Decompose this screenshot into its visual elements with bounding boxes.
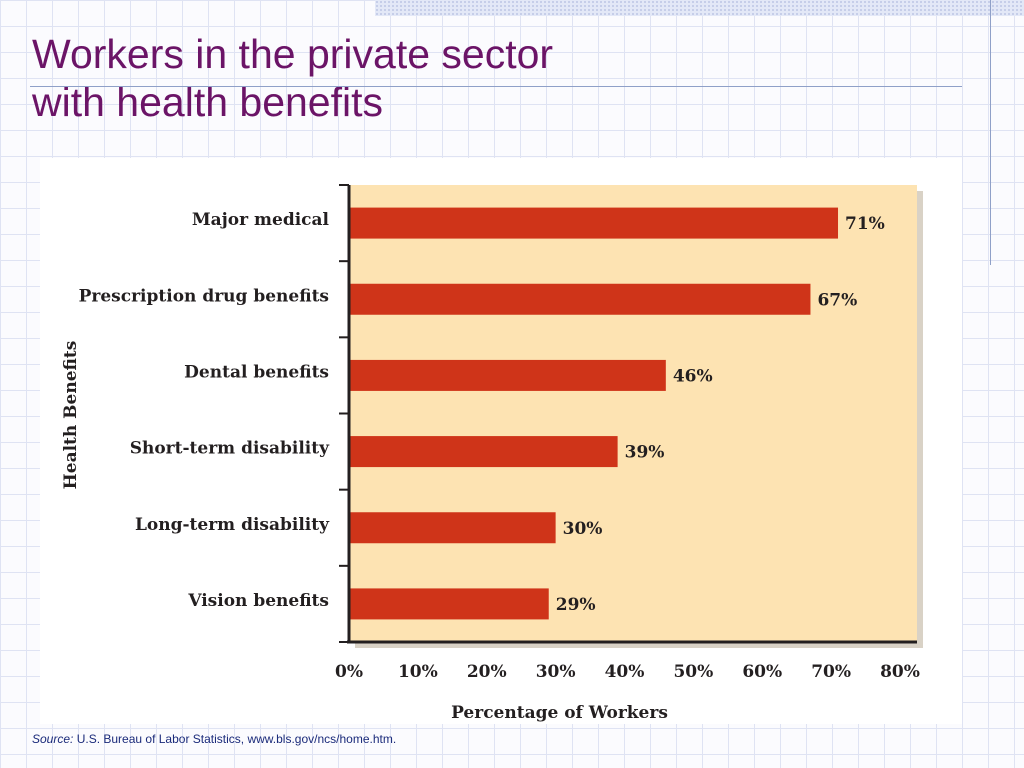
category-label-4: Short-term disability [130,439,330,459]
data-label-5: 30% [563,519,603,539]
x-tick-label-9: 80% [880,662,920,682]
source-text: U.S. Bureau of Labor Statistics, www.bls… [76,732,397,746]
slide-title-line-1: Workers in the private sector [32,31,554,77]
data-label-4: 39% [625,443,665,463]
source-note: Source: U.S. Bureau of Labor Statistics,… [32,732,396,746]
bar-3 [349,359,666,391]
data-label-6: 29% [556,595,596,615]
chart-panel: 71% Major medical 67% Prescription drug ben… [40,158,962,724]
bar-4 [349,436,618,468]
slide-title: Workers in the private sector with healt… [32,30,553,126]
x-tick-label-6: 50% [673,662,713,682]
bar-5 [349,512,556,544]
x-tick-label-1: 0% [335,662,363,682]
category-label-5: Long-term disability [135,515,330,535]
bar-chart: 71% Major medical 67% Prescription drug ben… [61,184,923,723]
x-tick-label-7: 60% [742,662,782,682]
x-tick-label-5: 40% [605,662,645,682]
data-label-3: 46% [673,366,713,386]
category-label-2: Prescription drug benefits [79,286,329,306]
data-label-2: 67% [817,290,857,310]
category-label-6: Vision benefits [187,591,329,611]
decorative-top-band [375,0,1024,16]
bar-6 [349,588,549,620]
bar-2 [349,283,811,315]
plot-area [349,185,917,642]
x-tick-label-8: 70% [811,662,851,682]
x-tick-label-2: 10% [398,662,438,682]
x-axis-title: Percentage of Workers [451,703,668,723]
x-tick-label-3: 20% [467,662,507,682]
x-tick-label-4: 30% [536,662,576,682]
data-label-1: 71% [845,214,885,234]
bar-1 [349,207,839,239]
title-underline [30,86,962,87]
y-axis-title: Health Benefits [61,341,81,490]
category-label-3: Dental benefits [184,362,329,382]
source-label: Source: [32,732,74,746]
decorative-vertical-rule [990,0,991,265]
category-label-1: Major medical [192,210,330,230]
